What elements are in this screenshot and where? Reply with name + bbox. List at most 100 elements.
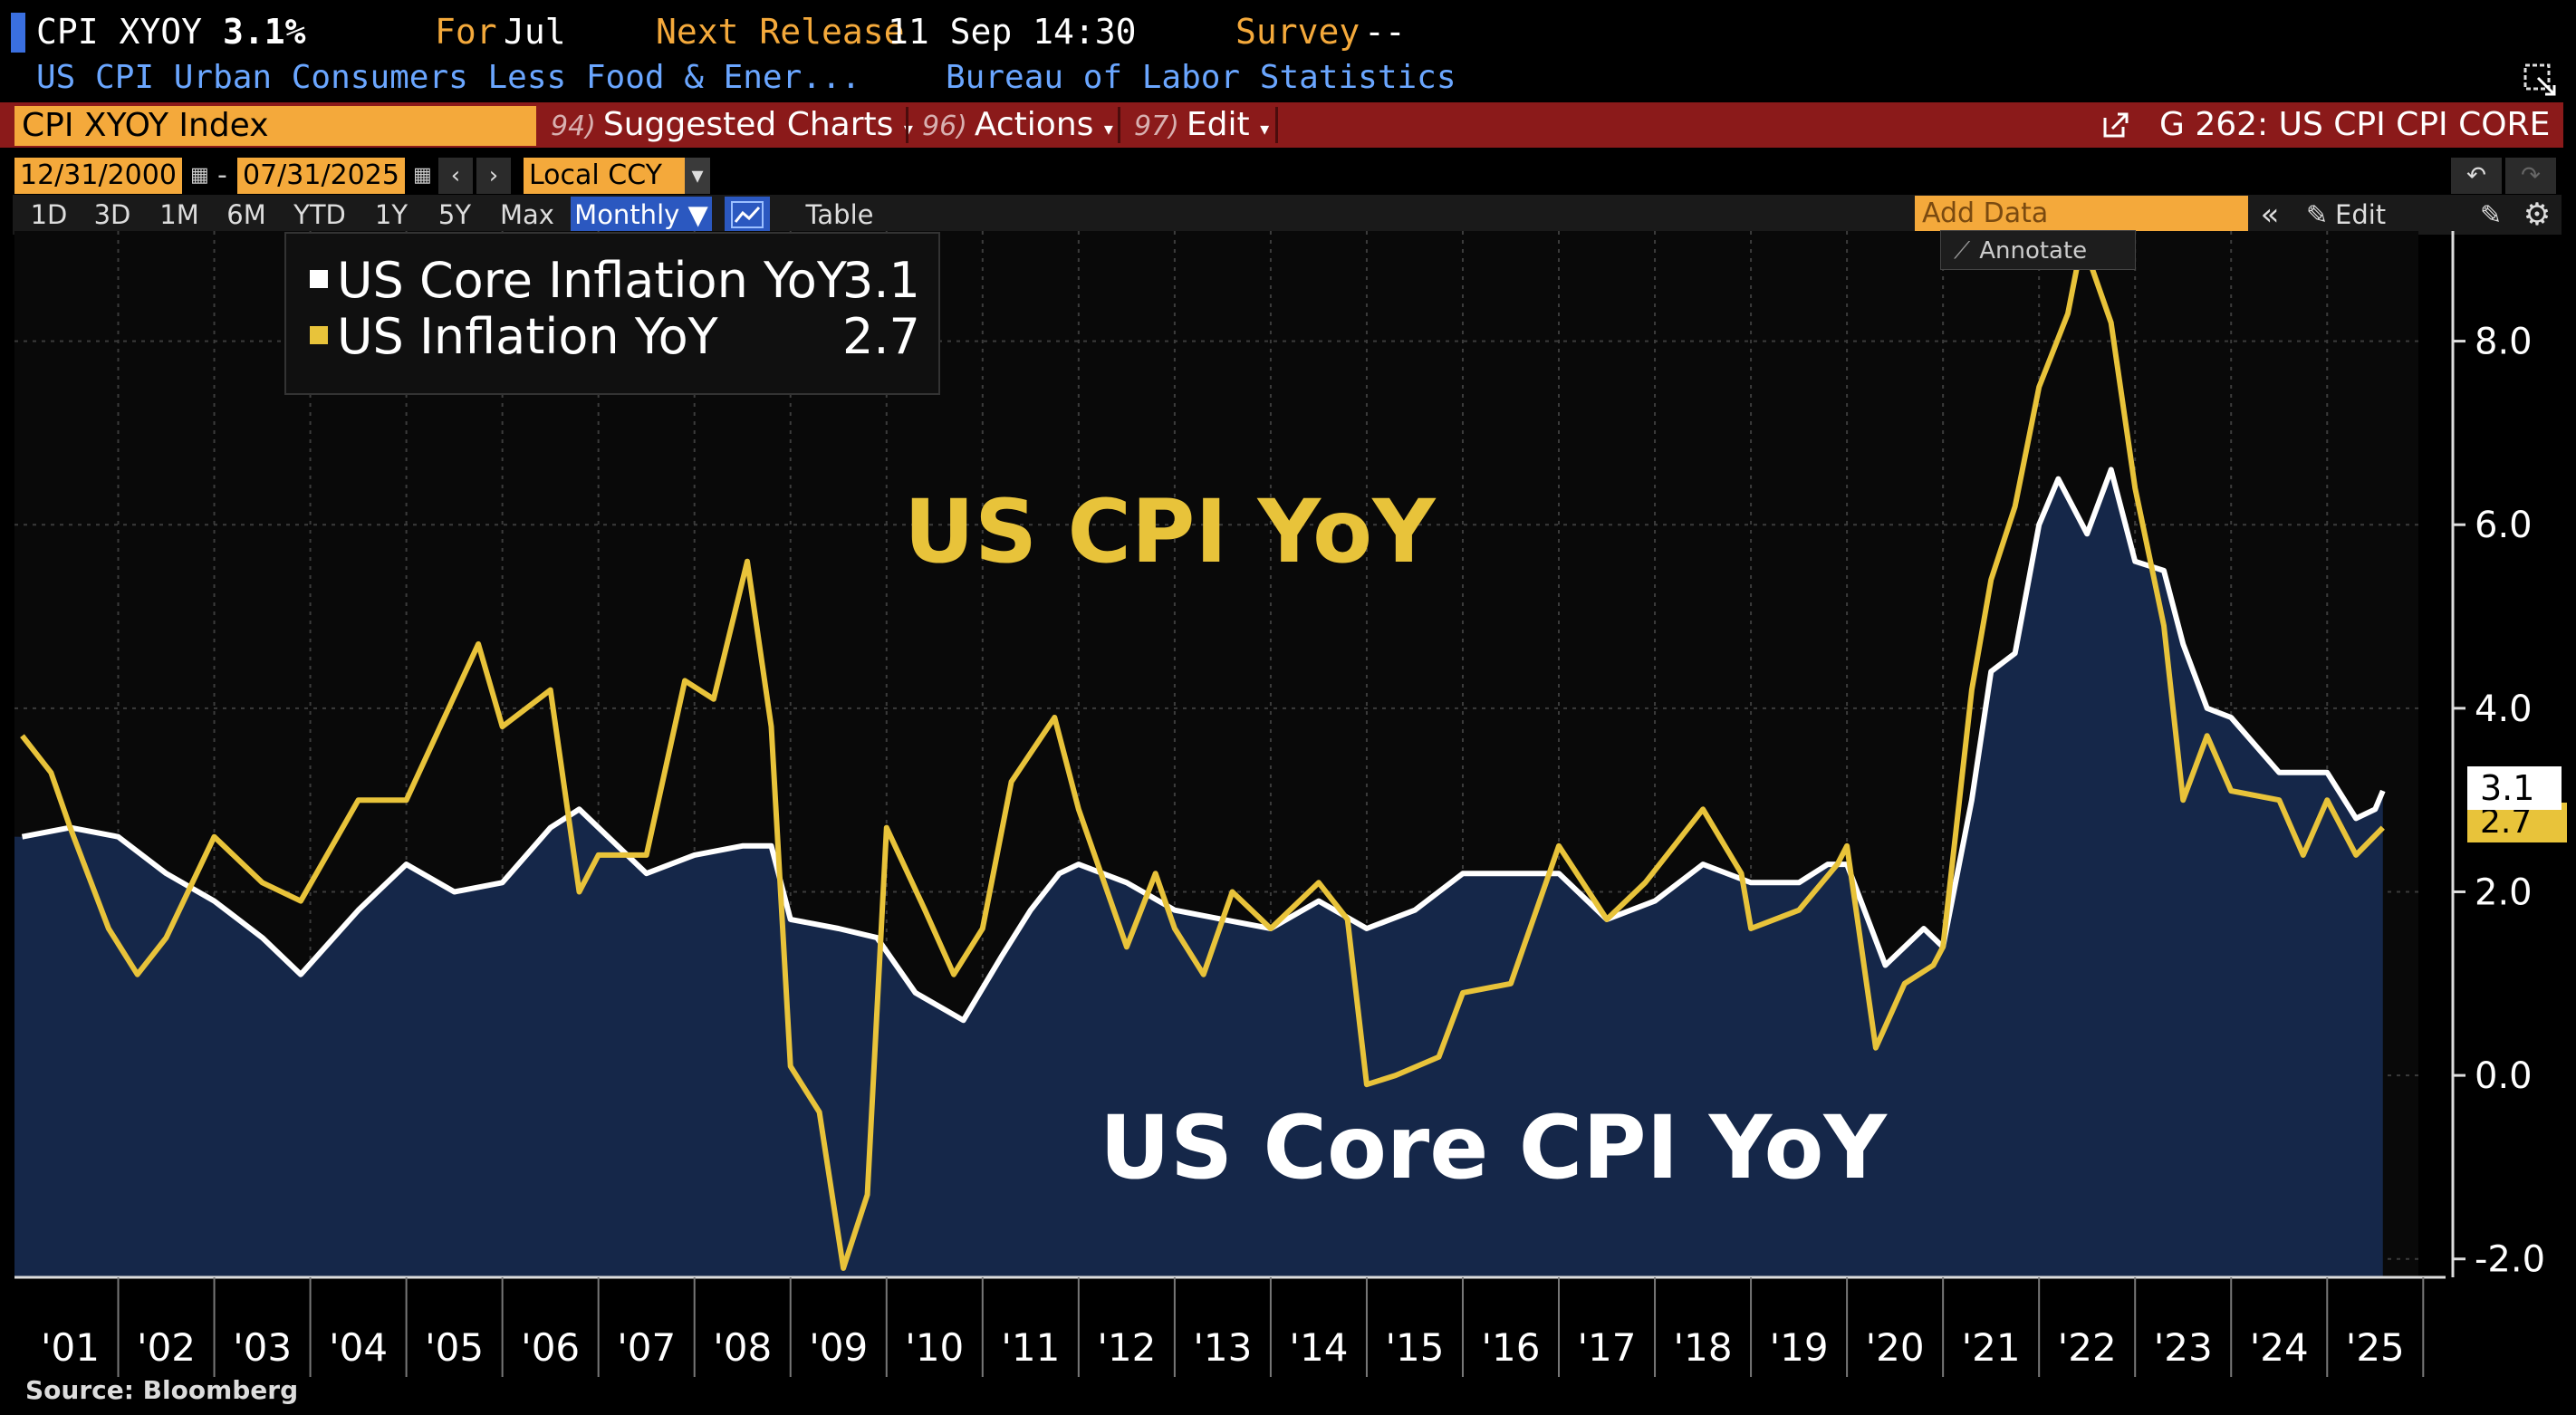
calendar-icon[interactable]: ▦ [413, 164, 432, 187]
range-1y[interactable]: 1Y [374, 199, 409, 230]
calendar-icon[interactable]: ▦ [190, 164, 209, 187]
actions-menu[interactable]: 96) Actions ▾ [922, 106, 1113, 143]
gear-icon[interactable]: ⚙ [2523, 197, 2552, 233]
legend-value-core: 3.1 [842, 252, 920, 309]
x-tick-label: '10 [905, 1325, 964, 1370]
y-tick-label: 4.0 [2475, 688, 2533, 730]
x-tick-label: '19 [1770, 1325, 1829, 1370]
axes: -2.0 0.0 2.0 4.0 6.0 8.0 '01 '02 '03 '04 '05 '06 '07… [14, 231, 2545, 1377]
next-period-button[interactable]: › [476, 158, 511, 194]
undo-icon[interactable]: ↶ [2451, 158, 2502, 194]
prev-period-button[interactable]: ‹ [438, 158, 473, 194]
range-ytd[interactable]: YTD [293, 199, 346, 230]
for-value: Jul [504, 12, 566, 52]
ticker: CPI XYOY [36, 12, 203, 52]
x-tick-label: '12 [1097, 1325, 1156, 1370]
chart-id: G 262: US CPI CPI CORE [2159, 106, 2551, 143]
x-tick-label: '16 [1481, 1325, 1540, 1370]
legend-label-headline: US Inflation YoY [337, 308, 718, 365]
x-tick-label: '04 [329, 1325, 388, 1370]
x-tick-label: '11 [1001, 1325, 1060, 1370]
x-tick-label: '17 [1578, 1325, 1637, 1370]
x-tick-label: '01 [41, 1325, 100, 1370]
legend: US Core Inflation YoY 3.1 US Inflation Y… [284, 232, 940, 395]
legend-label-core: US Core Inflation YoY [337, 252, 847, 309]
divider [1118, 107, 1120, 143]
headline-inflation-line [20, 237, 2385, 1271]
ticker-marker [11, 13, 25, 53]
legend-value-headline: 2.7 [842, 308, 920, 365]
survey-label: Survey [1235, 12, 1360, 52]
x-tick-label: '05 [425, 1325, 484, 1370]
edit-chart-button[interactable]: Edit Chart [2335, 199, 2408, 266]
next-release-label: Next Release [656, 12, 905, 52]
header-bar: CPI XYOY 3.1% For Jul Next Release 11 Se… [0, 0, 2576, 63]
external-link-icon[interactable] [2100, 109, 2132, 141]
redo-icon[interactable]: ↷ [2505, 158, 2556, 194]
next-release-value: 11 Sep 14:30 [888, 12, 1137, 52]
currency-select[interactable]: Local CCY [524, 158, 688, 194]
x-tick-label: '22 [2058, 1325, 2117, 1370]
y-tick-label: 0.0 [2475, 1055, 2533, 1097]
for-label: For [435, 12, 497, 52]
chart-canvas: -2.0 0.0 2.0 4.0 6.0 8.0 '01 '02 '03 '04 '05 '06 '07… [14, 231, 2545, 1377]
pencil-icon: ⟋ [1954, 237, 1971, 265]
dropdown-caret-icon: ▾ [1103, 118, 1113, 140]
y-tick-label: 6.0 [2475, 505, 2533, 546]
legend-swatch-headline [310, 326, 328, 344]
suggested-charts-menu[interactable]: 94)Suggested Charts ▾ [551, 102, 913, 148]
core-overlay-label: US Core CPI YoY [1100, 1097, 1887, 1198]
range-3d[interactable]: 3D [93, 199, 131, 230]
x-tick-label: '23 [2154, 1325, 2213, 1370]
survey-value: -- [1364, 12, 1406, 52]
edit-menu[interactable]: 97) Edit ▾ [1134, 106, 1270, 143]
x-tick-label: '20 [1866, 1325, 1925, 1370]
pencil-icon: ✎ [2305, 199, 2329, 230]
source-note: Source: Bloomberg [25, 1375, 299, 1405]
line-chart-icon[interactable] [725, 197, 770, 233]
add-data-input[interactable]: Add Data [1915, 196, 2248, 232]
source-org: Bureau of Labor Statistics [946, 59, 1456, 96]
x-tick-label: '13 [1193, 1325, 1252, 1370]
y-tick-label: 8.0 [2475, 322, 2533, 363]
range-max[interactable]: Max [500, 199, 554, 230]
annotate-button[interactable]: ⟋ Annotate [1940, 230, 2136, 270]
chevron-down-icon[interactable]: ▾ [685, 158, 710, 194]
y-tick-label: -2.0 [2475, 1239, 2545, 1281]
cpi-overlay-label: US CPI YoY [904, 481, 1436, 582]
x-tick-label: '25 [2346, 1325, 2405, 1370]
range-1d[interactable]: 1D [30, 199, 68, 230]
date-separator: - [217, 159, 227, 191]
frequency-select[interactable]: Monthly ▼ [571, 197, 712, 233]
x-tick-label: '02 [137, 1325, 196, 1370]
range-6m[interactable]: 6M [226, 199, 266, 230]
x-tick-label: '08 [713, 1325, 772, 1370]
x-tick-label: '21 [1962, 1325, 2021, 1370]
range-5y[interactable]: 5Y [437, 199, 472, 230]
x-tick-label: '03 [233, 1325, 292, 1370]
end-date-input[interactable]: 07/31/2025 [237, 158, 405, 194]
x-tick-label: '09 [809, 1325, 868, 1370]
popout-icon[interactable] [2522, 62, 2558, 98]
x-tick-label: '07 [617, 1325, 676, 1370]
edit-icon[interactable]: ✎ [2479, 199, 2503, 230]
x-tick-label: '18 [1674, 1325, 1733, 1370]
x-tick-label: '24 [2250, 1325, 2309, 1370]
x-tick-label: '14 [1289, 1325, 1348, 1370]
security-input[interactable]: CPI XYOY Index [14, 106, 536, 146]
dropdown-caret-icon: ▾ [1260, 118, 1270, 140]
start-date-input[interactable]: 12/31/2000 [14, 158, 182, 194]
collapse-icon[interactable]: « [2260, 197, 2280, 233]
core-area-fill [14, 469, 2383, 1277]
legend-swatch-core [310, 270, 328, 288]
x-tick-label: '15 [1385, 1325, 1444, 1370]
current-value: 3.1% [223, 12, 306, 52]
divider [1275, 107, 1278, 143]
divider [906, 107, 908, 143]
last-value-tag-core: 3.1 [2467, 766, 2562, 810]
x-tick-label: '06 [521, 1325, 580, 1370]
range-1m[interactable]: 1M [159, 199, 199, 230]
security-description: US CPI Urban Consumers Less Food & Ener.… [36, 59, 861, 96]
table-button[interactable]: Table [805, 199, 874, 230]
y-tick-label: 2.0 [2475, 871, 2533, 913]
